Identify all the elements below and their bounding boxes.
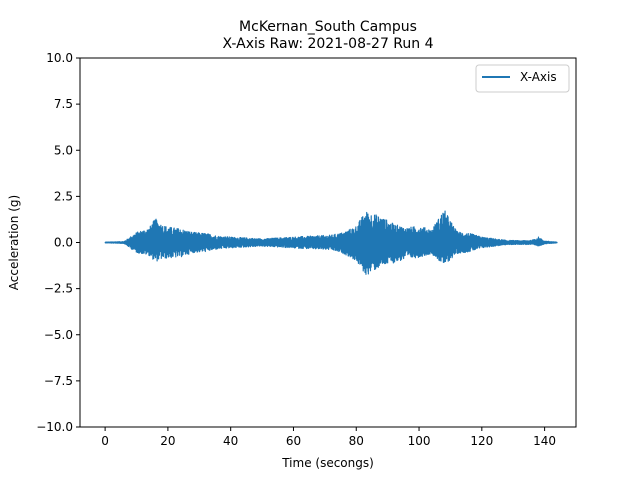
y-tick-label: 7.5	[54, 97, 73, 111]
y-tick-label: −5.0	[44, 328, 73, 342]
x-axis-label: Time (secongs)	[281, 456, 374, 470]
legend-label-x-axis: X-Axis	[520, 70, 557, 84]
legend: X-Axis	[475, 64, 570, 93]
x-tick-label: 120	[470, 434, 493, 448]
x-tick-label: 20	[160, 434, 175, 448]
x-axis: 0 20 40 60 80 100 120 140	[101, 427, 556, 448]
y-tick-label: −10.0	[36, 420, 73, 434]
series-line-x-axis	[104, 210, 558, 275]
y-tick-label: 5.0	[54, 143, 73, 157]
y-tick-label: 0.0	[54, 236, 73, 250]
signal-series	[104, 210, 558, 275]
x-tick-label: 140	[533, 434, 556, 448]
x-tick-label: 80	[349, 434, 364, 448]
chart-title: McKernan_South Campus	[239, 19, 417, 35]
y-tick-label: 2.5	[54, 189, 73, 203]
x-tick-label: 0	[101, 434, 109, 448]
chart-subtitle: X-Axis Raw: 2021-08-27 Run 4	[223, 36, 434, 52]
x-tick-label: 40	[223, 434, 238, 448]
y-tick-label: 10.0	[46, 51, 73, 65]
y-axis: −10.0 −7.5 −5.0 −2.5 0.0 2.5 5.0 7.5 10.0	[36, 51, 80, 434]
x-tick-label: 100	[408, 434, 431, 448]
y-axis-label: Acceleration (g)	[7, 195, 21, 290]
y-tick-label: −7.5	[44, 374, 73, 388]
x-tick-label: 60	[286, 434, 301, 448]
y-tick-label: −2.5	[44, 282, 73, 296]
legend-box	[475, 64, 570, 93]
